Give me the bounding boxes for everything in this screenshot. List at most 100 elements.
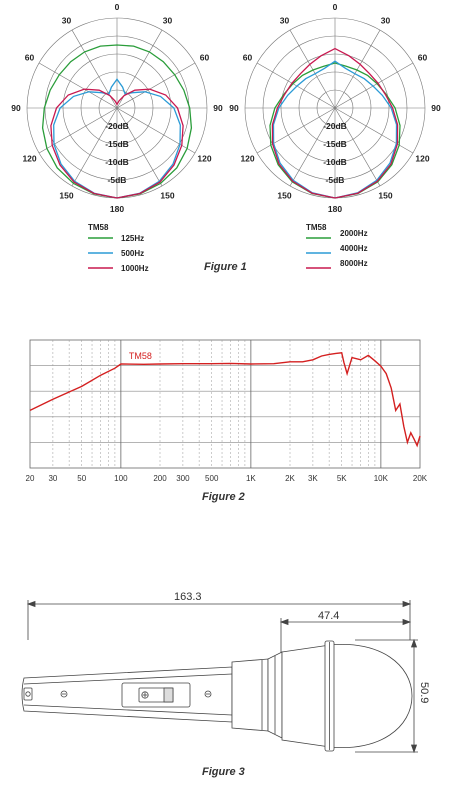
legend-left-title: TM58	[88, 223, 109, 232]
polar-angle-label: 120	[415, 154, 429, 164]
polar-ring-label: -15dB	[105, 139, 129, 149]
mic-end-screw	[25, 691, 31, 697]
polar-series-500hz	[53, 78, 181, 199]
legend-label-1000hz: 1000Hz	[121, 264, 149, 273]
polar-angle-label: 150	[59, 190, 73, 200]
polar-angle-label: 90	[11, 103, 21, 113]
polar-ring-label: -10dB	[105, 157, 129, 167]
polar-spoke	[334, 29, 381, 109]
polar-spoke	[334, 107, 414, 154]
polar-angle-label: 90	[229, 103, 239, 113]
freq-tick-label: 1K	[246, 474, 256, 483]
polar-series-1000hz	[50, 88, 184, 199]
mic-switch-slider	[163, 687, 174, 703]
freq-plot-frame	[29, 339, 421, 469]
frequency-response-chart: 20 30 50 100 200 300 500 1K 2K 3K 5K 10K 20K TM58	[26, 339, 428, 483]
legend-left: TM58 125Hz 500Hz 1000Hz	[88, 223, 149, 273]
figure-2-caption: Figure 2	[202, 491, 245, 503]
polar-angle-label: 180	[328, 204, 342, 214]
dim-overall-arrow-left	[26, 600, 36, 608]
polar-spoke	[38, 62, 118, 109]
microphone-dimension-drawing	[21, 600, 418, 754]
mic-body-screw-right	[204, 690, 212, 698]
polar-angle-label: 0	[115, 2, 120, 12]
polar-angle-label: 120	[240, 154, 254, 164]
legend-label-500hz: 500Hz	[121, 249, 144, 258]
freq-series-tm58	[29, 352, 421, 448]
freq-tick-label: 5K	[337, 474, 347, 483]
polar-series-8000hz	[271, 47, 399, 199]
mic-handle	[21, 666, 233, 723]
mic-switch-plate	[121, 682, 191, 708]
polar-angle-label: 120	[22, 154, 36, 164]
freq-tick-label: 2K	[285, 474, 295, 483]
mic-handle-line-top	[23, 673, 233, 685]
polar-angle-label: 90	[431, 103, 441, 113]
polar-chart-high-frequencies: 180 150 150 120 120 90 90 60 60 30 30 0 -20dB -15dB -1…	[229, 2, 441, 214]
polar-spoke	[289, 107, 336, 187]
freq-tick-label: 3K	[308, 474, 318, 483]
polar-angle-label: 30	[381, 16, 391, 26]
polar-angle-label: 60	[243, 53, 253, 63]
polar-spoke	[71, 107, 118, 187]
legend-right-title: TM58	[306, 223, 327, 232]
legend-label-8000hz: 8000Hz	[340, 259, 368, 268]
freq-tick-label: 20K	[413, 474, 428, 483]
polar-angle-label: 180	[110, 204, 124, 214]
polar-angle-label: 150	[160, 190, 174, 200]
polar-series-4000hz	[272, 60, 398, 199]
polar-angle-label: 60	[25, 53, 35, 63]
freq-tick-label: 30	[48, 474, 57, 483]
mic-body-screw	[60, 690, 68, 698]
polar-angle-label: 30	[280, 16, 290, 26]
polar-spoke	[334, 107, 381, 187]
polar-ring-label: -5dB	[326, 175, 345, 185]
dim-diameter-label: 50.9	[418, 682, 430, 703]
freq-tick-label: 10K	[374, 474, 389, 483]
polar-ring-label: -5dB	[108, 175, 127, 185]
legend-right: TM58 2000Hz 4000Hz 8000Hz	[306, 223, 368, 269]
polar-angle-label: 120	[197, 154, 211, 164]
freq-tick-label: 300	[176, 474, 190, 483]
dim-head-arrow-right	[402, 618, 412, 626]
legend-label-4000hz: 4000Hz	[340, 244, 368, 253]
polar-chart-low-frequencies: 180 150 150 120 120 90 90 60 60 30 30 0 -20dB -15dB -1…	[11, 2, 223, 214]
freq-tick-label: 50	[77, 474, 86, 483]
freq-tick-label: 200	[153, 474, 167, 483]
freq-tick-label: 100	[114, 474, 128, 483]
freq-tick-label: 500	[205, 474, 219, 483]
dim-head-arrow-left	[279, 618, 289, 626]
mic-grille	[281, 643, 413, 749]
polar-ring-label: -15dB	[323, 139, 347, 149]
polar-spoke	[116, 62, 196, 109]
polar-angle-label: 0	[333, 2, 338, 12]
legend-label-125hz: 125Hz	[121, 234, 144, 243]
polar-spoke	[334, 62, 414, 109]
polar-angle-label: 60	[418, 53, 428, 63]
legend-label-2000hz: 2000Hz	[340, 229, 368, 238]
polar-angle-label: 90	[213, 103, 223, 113]
dim-overall-arrow-right	[402, 600, 412, 608]
dim-head-label: 47.4	[318, 610, 339, 622]
polar-ring-label: -20dB	[105, 121, 129, 131]
freq-series-label: TM58	[129, 351, 152, 361]
freq-tick-label: 20	[26, 474, 35, 483]
figure-3-caption: Figure 3	[202, 766, 245, 778]
polar-angle-label: 150	[378, 190, 392, 200]
mic-switch-screw-left	[141, 691, 149, 699]
polar-ring-label: -20dB	[323, 121, 347, 131]
polar-spoke	[256, 62, 336, 109]
polar-spoke	[256, 107, 336, 154]
polar-angle-label: 60	[200, 53, 210, 63]
polar-ring-label: -10dB	[323, 157, 347, 167]
figure-1-caption: Figure 1	[204, 261, 247, 273]
polar-spoke	[289, 29, 336, 109]
dim-overall-label: 163.3	[174, 591, 202, 603]
dim-diam-arrow-bottom	[410, 744, 418, 754]
mic-end-connector	[23, 687, 33, 701]
mic-handle-line-bottom	[23, 704, 233, 716]
polar-angle-label: 30	[62, 16, 72, 26]
polar-angle-label: 150	[277, 190, 291, 200]
mic-collar	[231, 658, 269, 732]
